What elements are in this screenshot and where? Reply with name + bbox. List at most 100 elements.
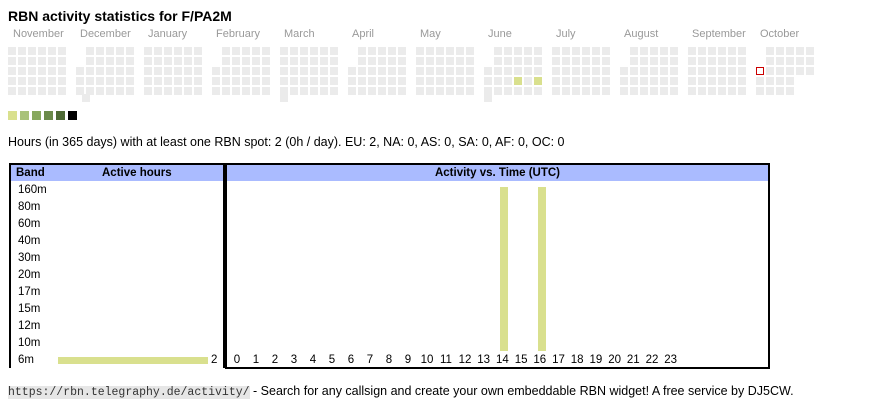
day-cell[interactable] xyxy=(300,77,308,85)
day-cell[interactable] xyxy=(38,47,46,55)
day-cell[interactable] xyxy=(552,77,560,85)
day-cell[interactable] xyxy=(280,87,288,95)
day-cell[interactable] xyxy=(582,77,590,85)
day-cell[interactable] xyxy=(106,47,114,55)
day-cell[interactable] xyxy=(718,67,726,75)
day-cell[interactable] xyxy=(688,57,696,65)
day-cell[interactable] xyxy=(504,57,512,65)
day-cell[interactable] xyxy=(708,57,716,65)
day-cell[interactable] xyxy=(562,87,570,95)
day-cell[interactable] xyxy=(18,57,26,65)
day-cell[interactable] xyxy=(446,87,454,95)
day-cell[interactable] xyxy=(290,77,298,85)
day-cell[interactable] xyxy=(514,67,522,75)
day-cell[interactable] xyxy=(524,57,532,65)
day-cell[interactable] xyxy=(242,77,250,85)
day-cell[interactable] xyxy=(194,77,202,85)
day-cell[interactable] xyxy=(48,47,56,55)
day-cell[interactable] xyxy=(660,67,668,75)
day-cell[interactable] xyxy=(640,87,648,95)
day-cell[interactable] xyxy=(436,47,444,55)
day-cell[interactable] xyxy=(766,87,774,95)
day-cell[interactable] xyxy=(116,77,124,85)
day-cell[interactable] xyxy=(640,47,648,55)
day-cell[interactable] xyxy=(416,77,424,85)
day-cell[interactable] xyxy=(174,47,182,55)
day-cell[interactable] xyxy=(378,57,386,65)
day-cell[interactable] xyxy=(398,47,406,55)
day-cell[interactable] xyxy=(552,57,560,65)
day-cell[interactable] xyxy=(582,67,590,75)
day-cell[interactable] xyxy=(572,87,580,95)
day-cell[interactable] xyxy=(58,77,66,85)
day-cell[interactable] xyxy=(106,87,114,95)
day-cell[interactable] xyxy=(552,67,560,75)
day-cell[interactable] xyxy=(660,87,668,95)
day-cell[interactable] xyxy=(262,67,270,75)
day-cell[interactable] xyxy=(698,77,706,85)
day-cell[interactable] xyxy=(436,57,444,65)
day-cell[interactable] xyxy=(524,87,532,95)
day-cell[interactable] xyxy=(398,87,406,95)
day-cell[interactable] xyxy=(38,77,46,85)
day-cell[interactable] xyxy=(154,57,162,65)
day-cell[interactable] xyxy=(796,47,804,55)
day-cell[interactable] xyxy=(446,47,454,55)
day-cell[interactable] xyxy=(194,67,202,75)
day-cell[interactable] xyxy=(28,67,36,75)
day-cell[interactable] xyxy=(18,77,26,85)
day-cell[interactable] xyxy=(320,67,328,75)
day-cell[interactable] xyxy=(534,57,542,65)
day-cell[interactable] xyxy=(456,57,464,65)
day-cell[interactable] xyxy=(650,67,658,75)
day-cell[interactable] xyxy=(320,87,328,95)
day-cell[interactable] xyxy=(582,57,590,65)
day-cell[interactable] xyxy=(300,57,308,65)
day-cell[interactable] xyxy=(232,47,240,55)
day-cell[interactable] xyxy=(290,57,298,65)
day-cell[interactable] xyxy=(718,47,726,55)
day-cell[interactable] xyxy=(262,87,270,95)
day-cell[interactable] xyxy=(262,77,270,85)
day-cell[interactable] xyxy=(592,47,600,55)
day-cell[interactable] xyxy=(310,87,318,95)
day-cell[interactable] xyxy=(252,77,260,85)
day-cell[interactable] xyxy=(48,57,56,65)
day-cell[interactable] xyxy=(494,77,502,85)
day-cell[interactable] xyxy=(48,87,56,95)
day-cell[interactable] xyxy=(738,47,746,55)
day-cell[interactable] xyxy=(174,87,182,95)
day-cell[interactable] xyxy=(38,87,46,95)
day-cell[interactable] xyxy=(18,67,26,75)
day-cell[interactable] xyxy=(18,87,26,95)
day-cell[interactable] xyxy=(456,87,464,95)
widget-link[interactable]: https://rbn.telegraphy.de/activity/ xyxy=(8,386,250,399)
day-cell[interactable] xyxy=(640,57,648,65)
day-cell[interactable] xyxy=(718,57,726,65)
day-cell[interactable] xyxy=(96,87,104,95)
day-cell[interactable] xyxy=(232,77,240,85)
day-cell[interactable] xyxy=(48,67,56,75)
day-cell[interactable] xyxy=(728,57,736,65)
day-cell[interactable] xyxy=(398,77,406,85)
day-cell[interactable] xyxy=(378,47,386,55)
day-cell[interactable] xyxy=(106,57,114,65)
day-cell[interactable] xyxy=(378,87,386,95)
day-cell[interactable] xyxy=(86,57,94,65)
day-cell[interactable] xyxy=(300,87,308,95)
day-cell[interactable] xyxy=(602,77,610,85)
day-cell[interactable] xyxy=(446,57,454,65)
day-cell[interactable] xyxy=(728,47,736,55)
day-cell[interactable] xyxy=(144,47,152,55)
day-cell[interactable] xyxy=(670,67,678,75)
day-cell[interactable] xyxy=(670,87,678,95)
day-cell[interactable] xyxy=(174,77,182,85)
day-cell[interactable] xyxy=(494,57,502,65)
day-cell[interactable] xyxy=(398,57,406,65)
day-cell[interactable] xyxy=(766,57,774,65)
day-cell[interactable] xyxy=(766,47,774,55)
day-cell[interactable] xyxy=(290,67,298,75)
day-cell[interactable] xyxy=(786,67,794,75)
day-cell[interactable] xyxy=(232,87,240,95)
day-cell[interactable] xyxy=(164,87,172,95)
